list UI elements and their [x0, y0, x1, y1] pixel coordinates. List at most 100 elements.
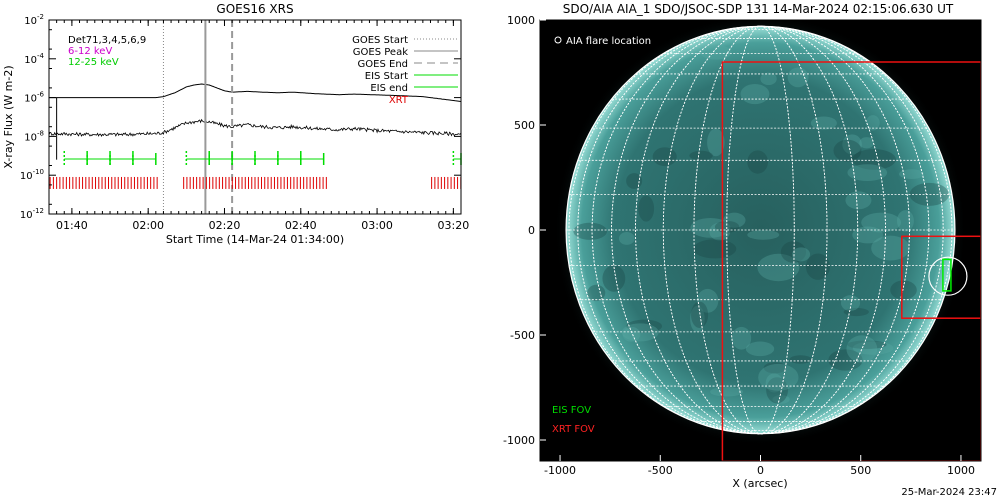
sun-texture-patch	[859, 137, 874, 149]
flare-location-circle	[928, 256, 968, 296]
sun-texture-patch	[847, 164, 888, 182]
sun-texture-patch	[693, 239, 737, 259]
footer-timestamp: 25-Mar-2024 23:47	[901, 487, 997, 498]
goes-xrs-chart: GOES16 XRS 01:40 02:00 02:20 02:40 03:00 03:2…	[2, 2, 469, 246]
sun-texture-patch	[861, 212, 902, 233]
x-tick-label: 01:40	[56, 219, 88, 232]
right-axis-ticks: -1000 -500 0 500 1000 1000 500 0 -500 -1000	[503, 14, 982, 477]
left-x-axis-label: Start Time (14-Mar-24 01:34:00)	[166, 233, 344, 246]
aia-image-chart: SDO/AIA AIA_1 SDO/JSOC-SDP 131 14-Mar-20…	[503, 2, 982, 490]
sun-texture-patch	[896, 210, 914, 232]
x-tick-label: 02:00	[132, 219, 164, 232]
sun-texture-patch	[866, 115, 880, 131]
sun-texture-patch	[843, 307, 869, 317]
eis-fov-box	[942, 258, 952, 292]
sun-texture-patch	[740, 83, 770, 105]
sun-texture-patch	[852, 149, 896, 170]
left-marks	[49, 20, 462, 214]
sun-texture-patch	[847, 340, 887, 349]
legend-label: EIS Start	[365, 71, 408, 82]
x-tick-label: -1000	[544, 464, 576, 477]
sun-texture-patch	[852, 226, 884, 244]
sun-texture-patch	[763, 362, 787, 374]
y-tick-label: 10-2	[24, 13, 44, 27]
sun-texture-patch	[652, 147, 677, 167]
y-tick-label: 0	[528, 224, 535, 237]
x-tick-label: 500	[850, 464, 871, 477]
sun-texture-patch	[689, 150, 713, 161]
right-x-axis-label: X (arcsec)	[732, 477, 787, 490]
sun-texture-patch	[787, 67, 809, 88]
sun-texture-patch	[622, 326, 641, 342]
x-tick-label: 02:20	[209, 219, 241, 232]
y-tick-label: 10-6	[24, 91, 44, 105]
y-tick-label: 10-12	[20, 207, 44, 221]
legend-label: GOES Start	[352, 35, 408, 46]
sun-texture-patch	[909, 182, 950, 206]
sun-texture-patch	[757, 253, 800, 282]
y-tick-label: 1000	[507, 14, 535, 27]
sun-texture-patch	[573, 222, 608, 240]
sun-texture-patch	[621, 323, 659, 342]
flux-series-line	[49, 83, 461, 102]
left-y-axis-label: X-ray Flux (W m-2)	[2, 65, 15, 168]
sun-texture-patch	[707, 128, 725, 157]
eis-fov-legend: EIS FOV	[552, 405, 591, 416]
sun-texture-patch	[789, 355, 812, 364]
sun-texture-patch	[833, 139, 862, 162]
y-tick-label: 10-10	[20, 168, 44, 182]
right-chart-title: SDO/AIA AIA_1 SDO/JSOC-SDP 131 14-Mar-20…	[563, 2, 954, 16]
sun-texture-patch	[745, 341, 775, 357]
sun-texture-patch	[690, 305, 705, 333]
x-tick-label: -500	[648, 464, 673, 477]
sun-texture-patch	[899, 169, 925, 179]
sun-texture-patch	[840, 295, 861, 311]
energy-band-low: 6-12 keV	[68, 46, 112, 57]
y-tick-label: -500	[510, 329, 535, 342]
sun-texture-patch	[626, 173, 643, 189]
sun-texture-patch	[626, 319, 663, 333]
sun-texture-patch	[638, 195, 655, 222]
energy-band-high: 12-25 keV	[68, 57, 119, 68]
sun-texture-patch	[731, 326, 752, 350]
sun-texture-patch	[765, 373, 783, 393]
sun-texture-patch	[747, 229, 780, 240]
flare-location-legend: AIA flare location	[566, 36, 651, 47]
sun-texture-patch	[758, 363, 799, 391]
sun-texture-patch	[691, 301, 709, 329]
flux-lines	[49, 83, 461, 137]
sun-texture-patch	[699, 44, 732, 60]
sun-texture-patch	[810, 116, 837, 130]
sun-texture-patch	[772, 395, 790, 404]
sun-texture-patch	[845, 191, 872, 210]
detector-info: Det71,3,4,5,6,9	[68, 35, 146, 46]
sun-texture-patch	[602, 265, 626, 292]
sun-texture-patch	[696, 288, 719, 313]
x-tick-label: 02:40	[285, 219, 317, 232]
x-tick-label: 0	[757, 464, 764, 477]
left-chart-title: GOES16 XRS	[216, 2, 293, 16]
x-tick-label: 03:20	[438, 219, 470, 232]
left-axis-ticks: 01:40 02:00 02:20 02:40 03:00 03:20 10-2 10-4 10…	[20, 13, 469, 232]
sun-texture-patch	[710, 387, 744, 397]
sun-texture-patch	[846, 335, 878, 363]
x-tick-label: 03:00	[361, 219, 393, 232]
legend-label: XRT	[389, 95, 409, 106]
y-tick-label: 10-4	[24, 52, 44, 66]
legend-label: GOES End	[358, 59, 408, 70]
y-tick-label: 500	[514, 119, 535, 132]
y-tick-label: -1000	[503, 434, 535, 447]
sun-texture-patch	[723, 212, 746, 228]
xrt-fov-legend: XRT FOV	[552, 424, 595, 435]
sun-texture-patch	[890, 280, 917, 300]
y-tick-label: 10-8	[24, 129, 44, 143]
sun-texture-patch	[792, 247, 811, 262]
flare-location-icon	[554, 36, 562, 44]
x-tick-label: 1000	[947, 464, 975, 477]
legend-label: GOES Peak	[353, 47, 408, 58]
xrt-fov-large	[721, 61, 981, 461]
legend-label: EIS end	[370, 83, 408, 94]
flux-series-line	[49, 118, 461, 137]
